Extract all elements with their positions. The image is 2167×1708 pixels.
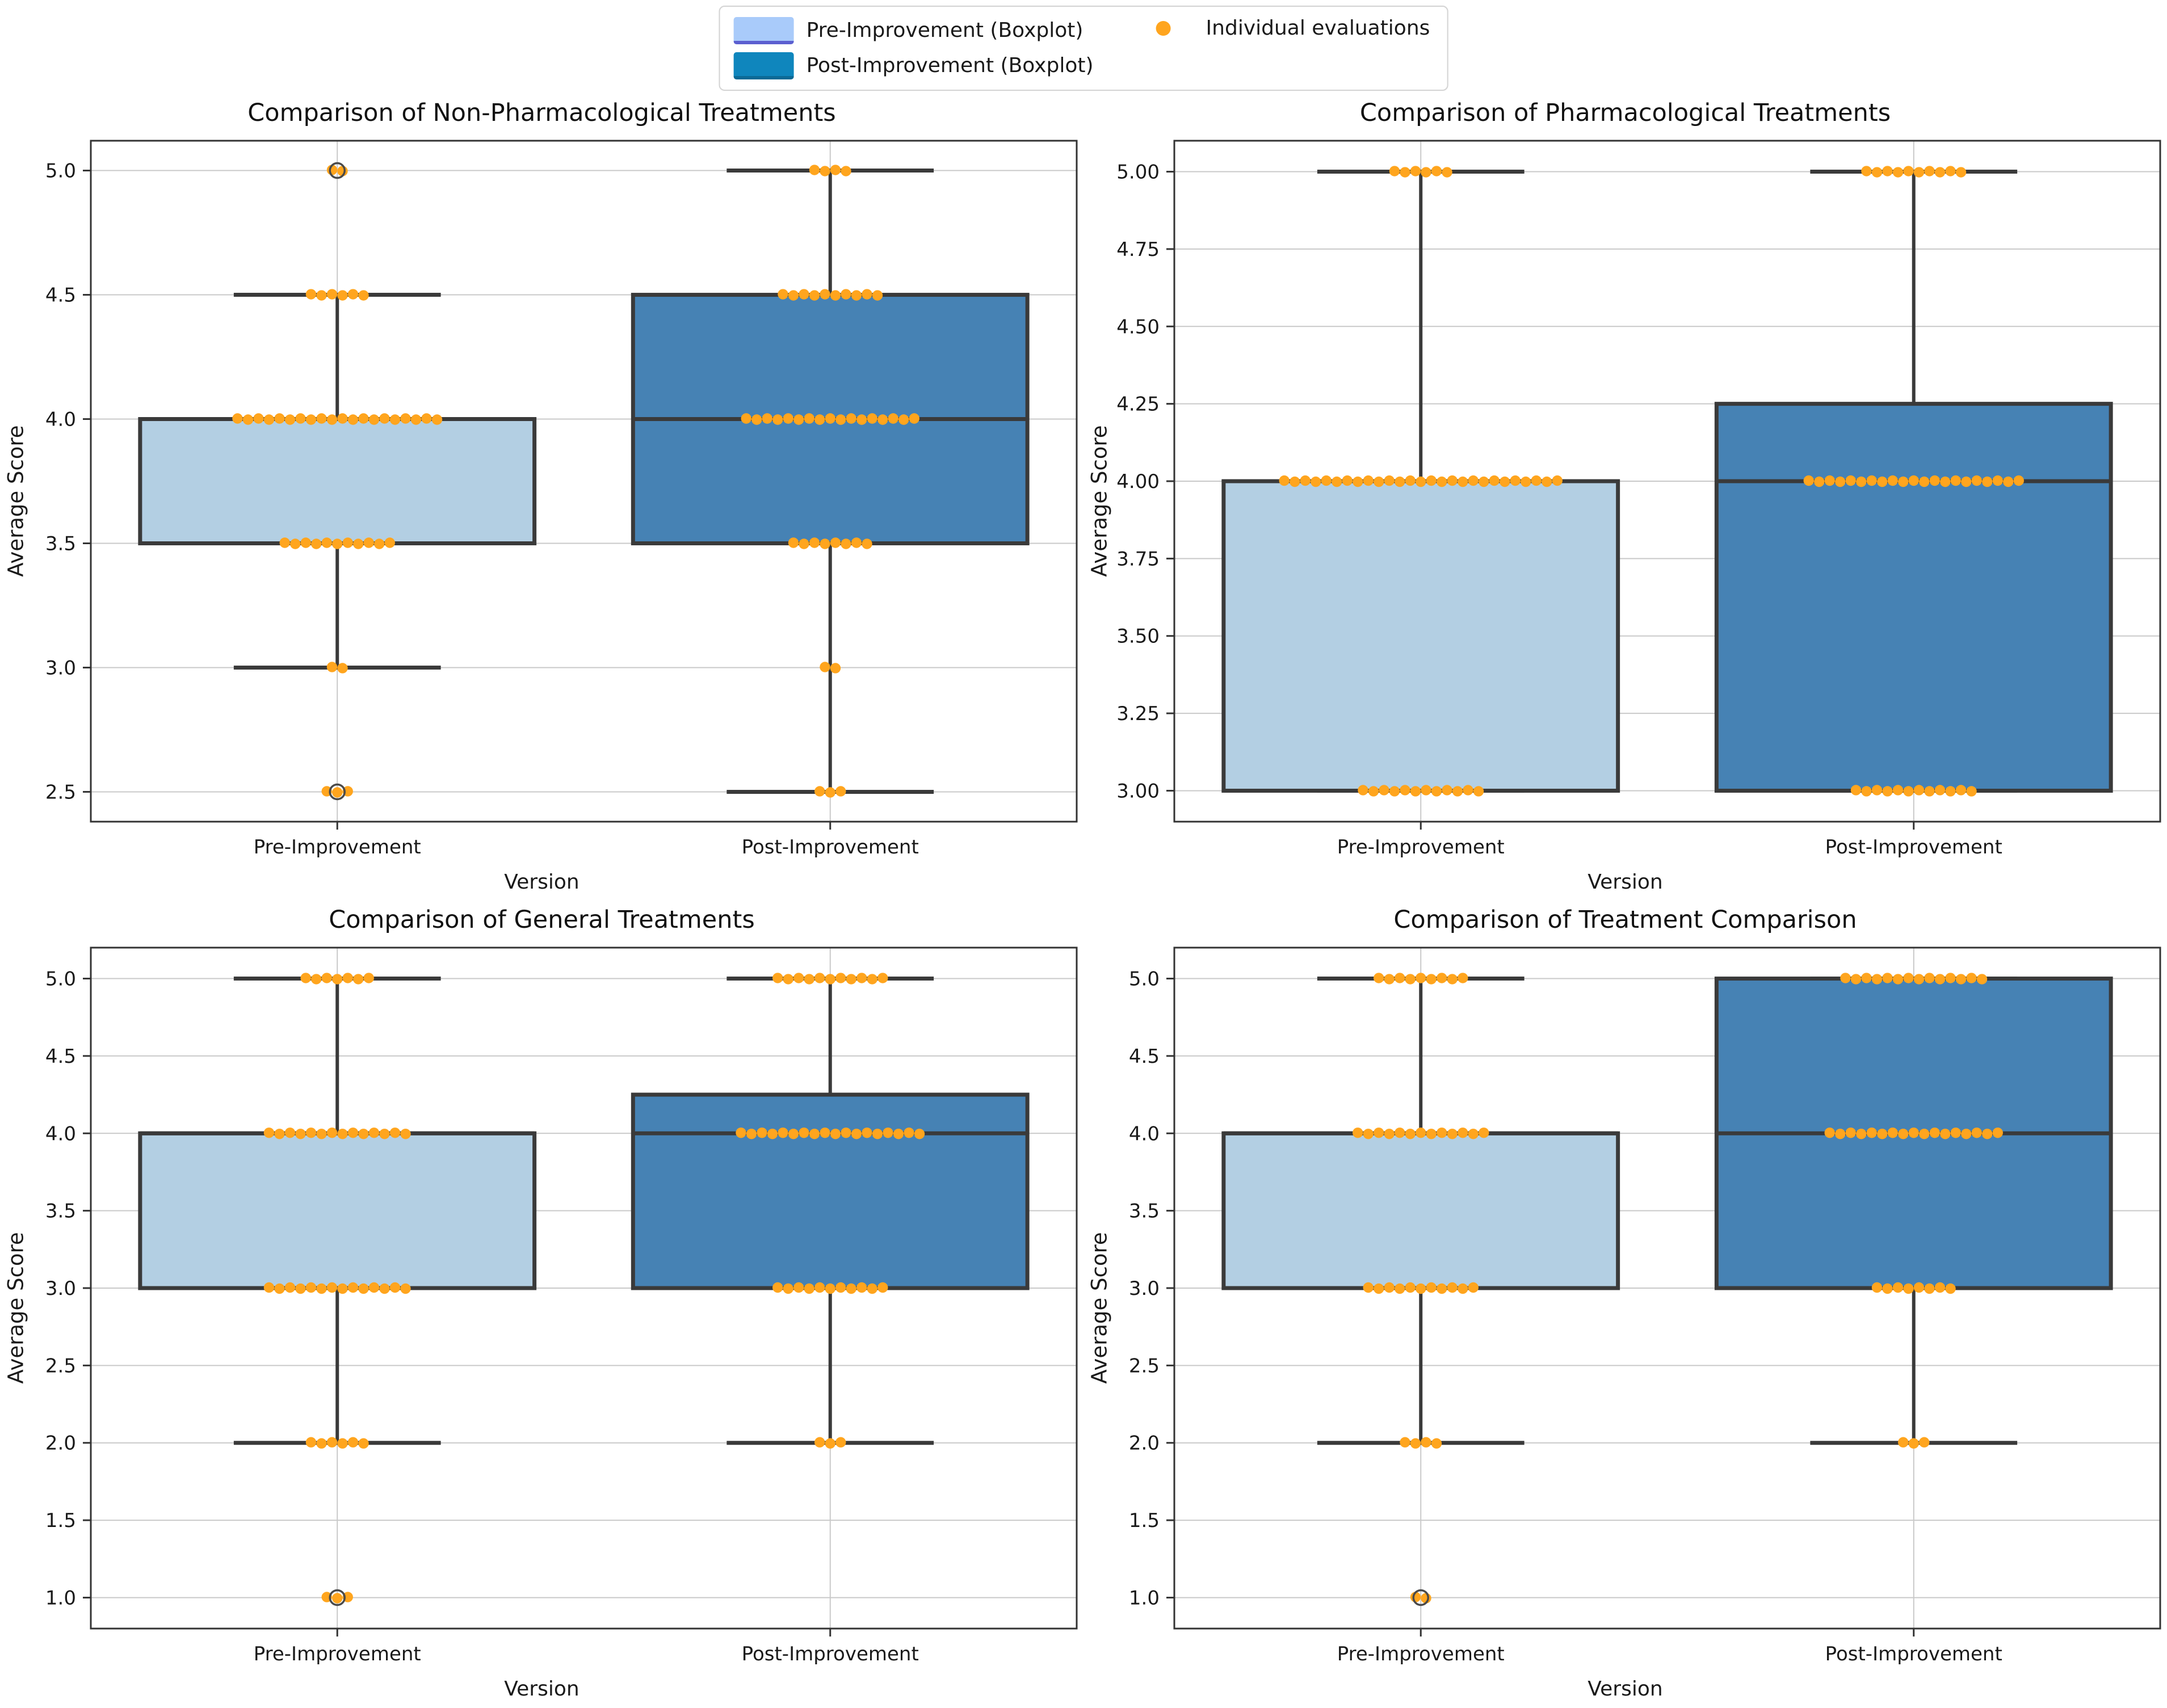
y-axis-label: Average Score (3, 1232, 28, 1384)
svg-text:1.5: 1.5 (45, 1509, 76, 1532)
svg-text:3.0: 3.0 (45, 1277, 76, 1300)
y-axis-label-wrap: Average Score (1084, 939, 1115, 1677)
svg-text:3.50: 3.50 (1116, 625, 1160, 648)
chart-body: Average Score 2.5 3.0 3.5 4.0 4.5 5.0 Pre-Impr… (0, 132, 1084, 870)
legend-item-pre-improvement: Pre-Improvement (Boxplot) (733, 17, 1094, 44)
svg-text:Post-Improvement: Post-Improvement (1825, 1643, 2002, 1665)
svg-text:5.0: 5.0 (45, 160, 76, 183)
y-axis-label-wrap: Average Score (0, 132, 32, 870)
svg-text:4.5: 4.5 (45, 284, 76, 307)
individual-evaluations-dot-icon (1156, 20, 1171, 36)
svg-text:4.0: 4.0 (45, 1122, 76, 1145)
svg-text:3.5: 3.5 (45, 1200, 76, 1223)
svg-text:5.00: 5.00 (1116, 161, 1160, 184)
svg-text:3.75: 3.75 (1116, 548, 1160, 570)
legend-item-individual-evaluations: Individual evaluations (1133, 17, 1430, 40)
svg-text:4.0: 4.0 (1129, 1122, 1160, 1145)
chart-general: Comparison of General Treatments Average… (0, 901, 1084, 1708)
legend-boxplot-column: Pre-Improvement (Boxplot) Post-Improveme… (733, 17, 1094, 79)
chart-title: Comparison of Treatment Comparison (1393, 906, 1857, 934)
boxplot-canvas-non-pharmacological: 2.5 3.0 3.5 4.0 4.5 5.0 Pre-Improvement Post-Im… (45, 140, 1078, 859)
svg-text:Post-Improvement: Post-Improvement (1825, 836, 2002, 859)
y-axis-label: Average Score (1087, 1232, 1112, 1384)
svg-text:2.0: 2.0 (1129, 1432, 1160, 1455)
x-axis-label: Version (504, 870, 579, 894)
svg-text:3.0: 3.0 (45, 657, 76, 679)
x-axis-label: Version (504, 1677, 579, 1701)
svg-text:4.00: 4.00 (1116, 470, 1160, 493)
boxplot-canvas-pharmacological: 3.00 3.25 3.50 3.75 4.00 4.25 4.50 4.75 5.00 Pre-… (1116, 140, 2161, 859)
svg-text:Post-Improvement: Post-Improvement (742, 836, 919, 859)
svg-text:3.00: 3.00 (1116, 780, 1160, 802)
boxplot-canvas-general: 1.0 1.5 2.0 2.5 3.0 3.5 4.0 4.5 5.0 Pre-Improveme… (45, 946, 1078, 1665)
svg-text:Pre-Improvement: Pre-Improvement (1337, 1643, 1505, 1665)
legend-label: Individual evaluations (1206, 16, 1430, 40)
svg-text:5.0: 5.0 (45, 968, 76, 991)
svg-text:2.0: 2.0 (45, 1432, 76, 1455)
chart-body: Average Score 1.0 1.5 2.0 2.5 3.0 3.5 4.0 4.5 5.… (1084, 939, 2167, 1677)
chart-title: Comparison of Pharmacological Treatments (1359, 99, 1891, 127)
x-axis-label: Version (1588, 870, 1663, 894)
svg-text:3.0: 3.0 (1129, 1277, 1160, 1300)
svg-text:4.50: 4.50 (1116, 315, 1160, 338)
svg-text:Pre-Improvement: Pre-Improvement (254, 836, 421, 859)
legend-scatter-column: Individual evaluations (1133, 17, 1430, 40)
chart-pharmacological: Comparison of Pharmacological Treatments… (1084, 94, 2167, 901)
svg-text:4.5: 4.5 (1129, 1045, 1160, 1068)
svg-text:4.75: 4.75 (1116, 238, 1160, 261)
svg-text:Pre-Improvement: Pre-Improvement (1337, 836, 1505, 859)
svg-text:1.0: 1.0 (1129, 1587, 1160, 1609)
svg-text:2.5: 2.5 (45, 1354, 76, 1377)
chart-body: Average Score 1.0 1.5 2.0 2.5 3.0 3.5 4.0 4.5 5.… (0, 939, 1084, 1677)
svg-text:1.5: 1.5 (1129, 1509, 1160, 1532)
y-axis-label: Average Score (3, 425, 28, 577)
svg-text:1.0: 1.0 (45, 1587, 76, 1609)
chart-non-pharmacological: Comparison of Non-Pharmacological Treatm… (0, 94, 1084, 901)
svg-text:2.5: 2.5 (1129, 1354, 1160, 1377)
x-axis-label: Version (1588, 1677, 1663, 1701)
svg-text:Pre-Improvement: Pre-Improvement (254, 1643, 421, 1665)
chart-body: Average Score 3.00 3.25 3.50 3.75 4.00 4.25 4.… (1084, 132, 2167, 870)
boxplot-canvas-treatment-comparison: 1.0 1.5 2.0 2.5 3.0 3.5 4.0 4.5 5.0 Pre-Improveme… (1129, 946, 2161, 1665)
y-axis-label-wrap: Average Score (1084, 132, 1115, 870)
svg-text:4.5: 4.5 (45, 1045, 76, 1068)
chart-title: Comparison of General Treatments (329, 906, 755, 934)
legend: Pre-Improvement (Boxplot) Post-Improveme… (719, 6, 1448, 91)
svg-text:4.0: 4.0 (45, 409, 76, 431)
chart-title: Comparison of Non-Pharmacological Treatm… (247, 99, 836, 127)
svg-text:4.25: 4.25 (1116, 393, 1160, 416)
legend-label: Post-Improvement (Boxplot) (806, 54, 1094, 78)
svg-text:5.0: 5.0 (1129, 968, 1160, 991)
svg-text:3.5: 3.5 (1129, 1200, 1160, 1223)
post-improvement-swatch (733, 52, 794, 79)
svg-text:2.5: 2.5 (45, 781, 76, 803)
chart-treatment-comparison: Comparison of Treatment Comparison Avera… (1084, 901, 2167, 1708)
pre-improvement-swatch (733, 17, 794, 44)
legend-item-post-improvement: Post-Improvement (Boxplot) (733, 52, 1094, 79)
svg-text:3.5: 3.5 (45, 532, 76, 555)
svg-text:Post-Improvement: Post-Improvement (742, 1643, 919, 1665)
svg-text:3.25: 3.25 (1116, 702, 1160, 725)
y-axis-label: Average Score (1087, 425, 1112, 577)
chart-grid: Comparison of Non-Pharmacological Treatm… (0, 94, 2167, 1708)
y-axis-label-wrap: Average Score (0, 939, 32, 1677)
legend-label: Pre-Improvement (Boxplot) (806, 19, 1084, 43)
